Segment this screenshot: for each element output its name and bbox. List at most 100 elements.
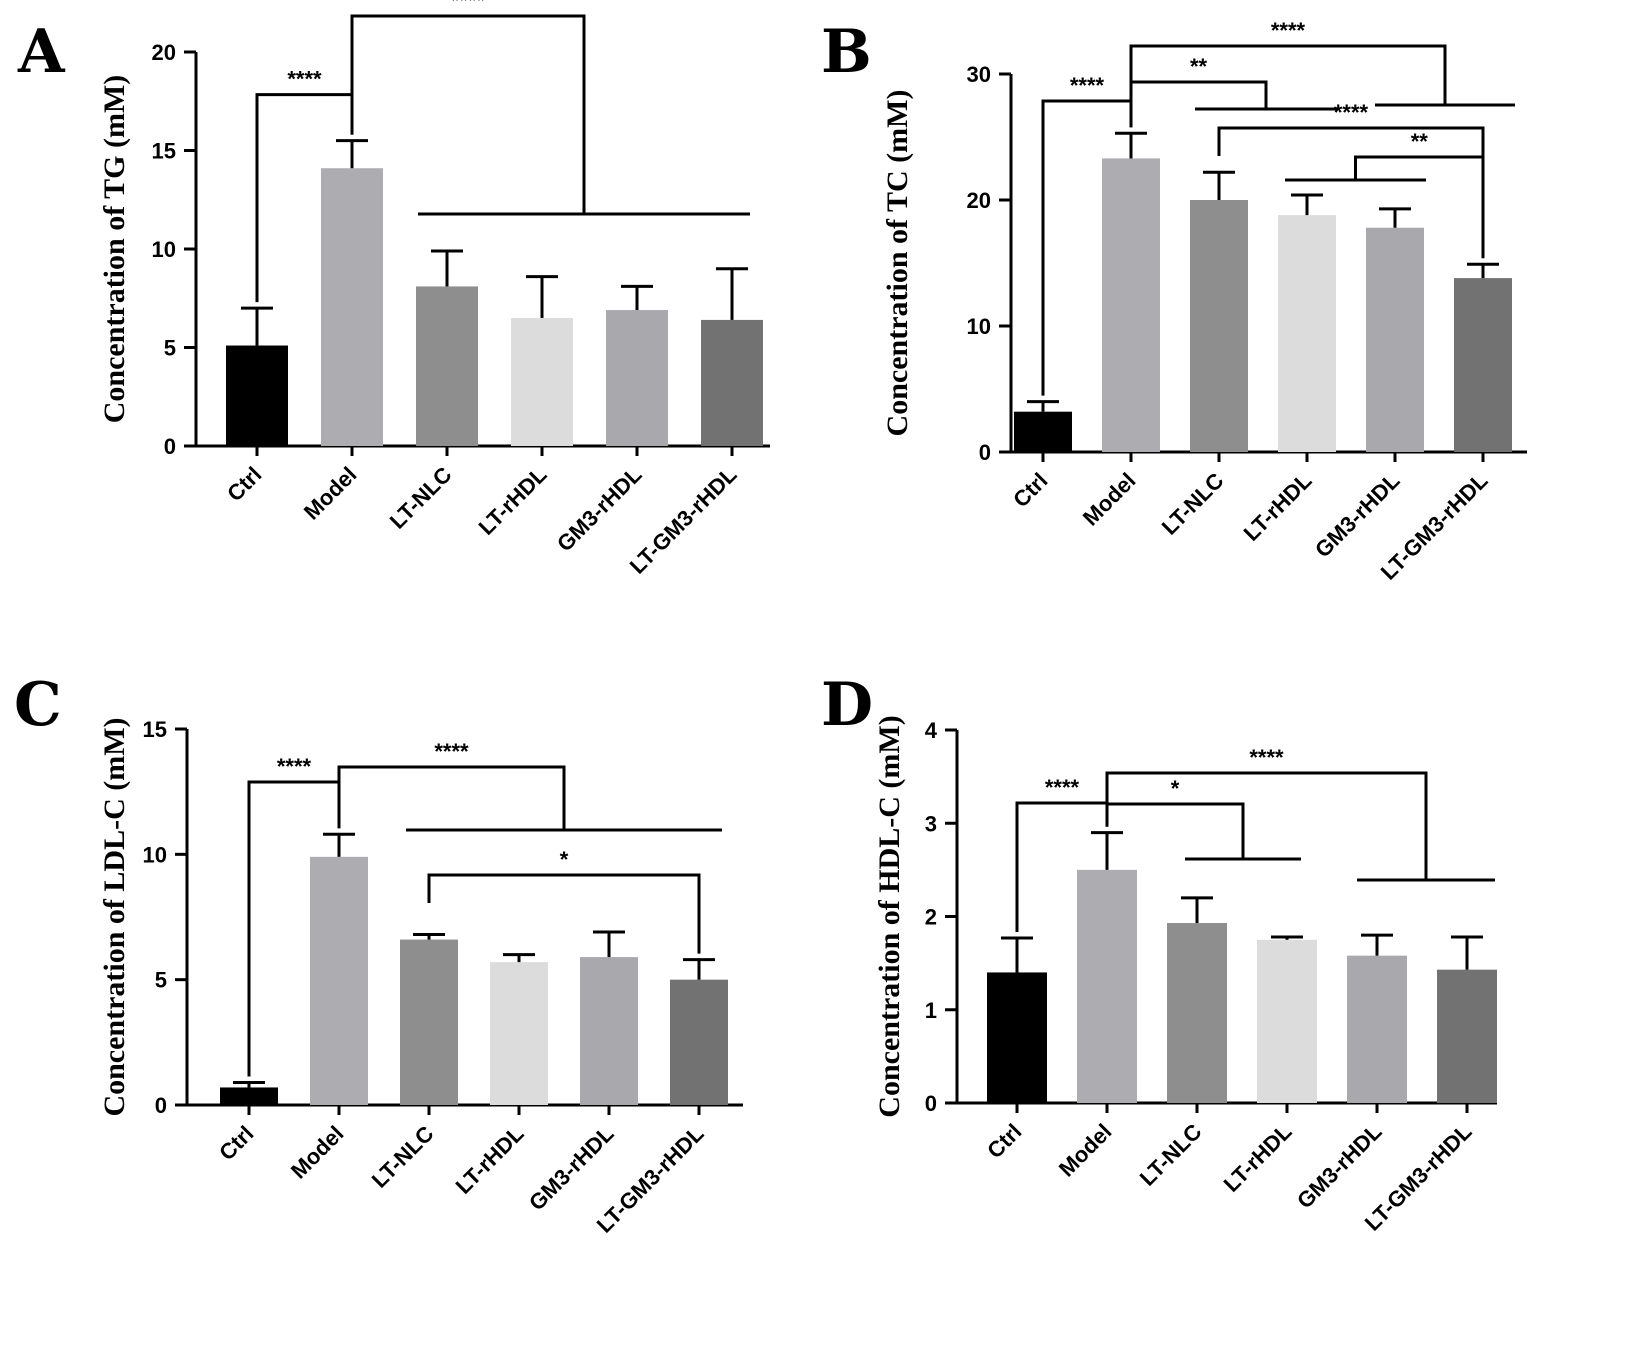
y-tick-label: 0	[979, 440, 991, 465]
panel-letter: C	[14, 670, 62, 740]
x-category-label: LT-rHDL	[451, 1121, 529, 1199]
significance-label: ****	[287, 67, 322, 92]
y-tick-label: 15	[152, 139, 176, 164]
bar-lt-gm3-rhdl	[1437, 969, 1497, 1103]
y-tick-label: 4	[925, 718, 938, 743]
bar-lt-rhdl	[511, 317, 573, 446]
bar-lt-gm3-rhdl	[701, 319, 763, 446]
y-tick-label: 0	[925, 1091, 937, 1116]
significance-bracket	[1129, 80, 1268, 128]
y-axis-label: Concentration of HDL-C (mM)	[873, 715, 906, 1117]
significance-label: ****	[1249, 745, 1284, 770]
bar-lt-nlc	[400, 939, 458, 1105]
y-tick-label: 20	[967, 188, 991, 213]
significance-label: **	[1190, 54, 1208, 79]
significance-label: ****	[451, 0, 486, 13]
x-category-label: LT-NLC	[1157, 468, 1229, 540]
panel-letter: D	[821, 670, 873, 740]
bar-ctrl	[226, 345, 288, 446]
bar-lt-nlc	[416, 286, 478, 446]
significance-label: ****	[1271, 18, 1306, 43]
y-tick-label: 10	[152, 237, 176, 262]
bar-lt-gm3-rhdl	[670, 979, 728, 1105]
bar-ctrl	[1014, 411, 1072, 452]
significance-bracket	[337, 765, 566, 830]
bar-model	[1077, 869, 1137, 1103]
x-category-label: GM3-rHDL	[524, 1121, 619, 1216]
chart-panel-a: A Concentration of TG (mM) 0 5 10 15 20 Ctrl Mod…	[0, 0, 821, 673]
chart-panel-b: B Concentration of TC (mM) 0 10 20 30 Ctrl Mode…	[821, 0, 1643, 673]
bar-model	[310, 856, 368, 1105]
x-category-label: Ctrl	[982, 1119, 1026, 1163]
bar-ctrl	[987, 972, 1047, 1103]
x-category-label: LT-rHDL	[1239, 468, 1317, 546]
y-tick-label: 15	[143, 717, 167, 742]
y-tick-label: 3	[925, 811, 937, 836]
chart-panel-d: D Concentration of HDL-C (mM) 0 1 2 3 4 Ctrl Mod…	[821, 670, 1643, 1346]
x-category-label: Model	[286, 1121, 349, 1184]
significance-label: ****	[1334, 100, 1369, 125]
significance-bracket	[350, 14, 586, 214]
significance-label: *	[1171, 776, 1180, 801]
x-category-label: GM3-rHDL	[1292, 1119, 1387, 1214]
significance-bracket	[1217, 126, 1485, 259]
significance-label: ****	[277, 754, 312, 779]
bar-ctrl	[220, 1087, 278, 1105]
y-axis-label: Concentration of LDL-C (mM)	[98, 717, 131, 1116]
significance-label: ****	[1045, 775, 1080, 800]
y-axis-label: Concentration of TG (mM)	[98, 75, 131, 424]
x-category-label: Model	[299, 462, 362, 525]
bar-lt-gm3-rhdl	[1454, 278, 1512, 452]
significance-label: **	[1411, 129, 1429, 154]
bar-model	[321, 168, 383, 447]
bar-gm3-rhdl	[606, 310, 668, 446]
chart-panel-c: C Concentration of LDL-C (mM) 0 5 10 15 Ctrl Mo…	[0, 670, 821, 1346]
x-category-label: GM3-rHDL	[552, 462, 647, 557]
bar-lt-rhdl	[490, 962, 548, 1105]
y-tick-label: 1	[925, 998, 937, 1023]
y-tick-label: 10	[967, 314, 991, 339]
bar-model	[1102, 158, 1160, 453]
x-category-label: LT-NLC	[385, 462, 457, 534]
bar-lt-rhdl	[1257, 939, 1317, 1103]
y-tick-label: 30	[967, 62, 991, 87]
significance-label: *	[560, 847, 569, 872]
x-category-label: Ctrl	[222, 462, 266, 506]
bar-lt-rhdl	[1278, 215, 1336, 452]
x-category-label: LT-NLC	[1135, 1119, 1207, 1191]
significance-bracket	[427, 873, 701, 954]
y-axis-label: Concentration of TC (mM)	[881, 90, 914, 437]
significance-label: ****	[1070, 73, 1105, 98]
y-tick-label: 20	[152, 40, 176, 65]
chart-c-svg: C Concentration of LDL-C (mM) 0 5 10 15 Ctrl Mo…	[14, 670, 743, 1238]
significance-bracket	[1354, 155, 1483, 180]
significance-label: ****	[434, 739, 469, 764]
x-category-label: Ctrl	[214, 1121, 258, 1165]
x-category-label: Model	[1054, 1119, 1117, 1182]
significance-bracket	[1105, 771, 1428, 880]
x-category-label: Ctrl	[1008, 468, 1052, 512]
bar-gm3-rhdl	[580, 957, 638, 1105]
bar-lt-nlc	[1190, 200, 1248, 452]
y-tick-label: 10	[143, 842, 167, 867]
x-category-label: LT-NLC	[367, 1121, 439, 1193]
y-tick-label: 0	[155, 1093, 167, 1118]
y-tick-label: 0	[164, 434, 176, 459]
significance-bracket	[1129, 44, 1447, 128]
bar-lt-nlc	[1167, 923, 1227, 1103]
y-tick-label: 5	[164, 336, 176, 361]
x-category-label: Model	[1078, 468, 1141, 531]
bar-gm3-rhdl	[1366, 227, 1424, 452]
x-category-label: LT-rHDL	[474, 462, 552, 540]
x-category-label: LT-rHDL	[1219, 1119, 1297, 1197]
chart-a-svg: A Concentration of TG (mM) 0 5 10 15 20 Ctrl Mod…	[17, 0, 770, 579]
chart-b-svg: B Concentration of TC (mM) 0 10 20 30 Ctrl Mode…	[821, 17, 1527, 585]
y-tick-label: 5	[155, 968, 167, 993]
panel-letter: B	[821, 17, 872, 87]
x-category-label: GM3-rHDL	[1310, 468, 1405, 563]
significance-bracket	[1105, 802, 1245, 859]
bar-gm3-rhdl	[1347, 955, 1407, 1103]
panel-letter: A	[17, 17, 66, 87]
y-tick-label: 2	[925, 905, 937, 930]
